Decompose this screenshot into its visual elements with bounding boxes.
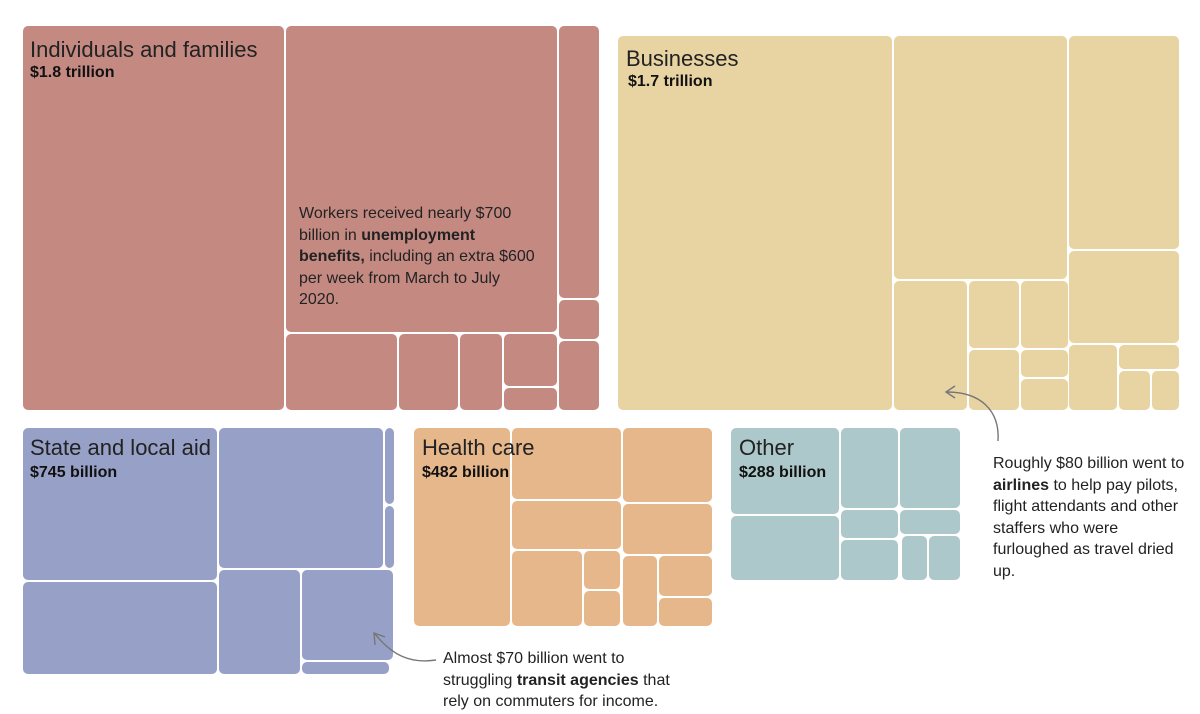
arrow-airlines bbox=[946, 391, 999, 442]
tile-health-care-9 bbox=[623, 556, 657, 626]
tile-businesses-10 bbox=[1021, 379, 1068, 410]
tile-state-local-2 bbox=[219, 428, 383, 568]
group-title-individuals: Individuals and families bbox=[30, 37, 258, 62]
arrow-airlines-head bbox=[944, 385, 956, 399]
tile-businesses-2 bbox=[894, 36, 1067, 279]
group-title-businesses: Businesses bbox=[626, 46, 739, 71]
tile-health-care-4 bbox=[512, 501, 621, 549]
tile-other-3 bbox=[900, 428, 960, 508]
tile-businesses-12 bbox=[1119, 345, 1179, 369]
tile-other-9 bbox=[929, 536, 960, 580]
tile-businesses-6 bbox=[969, 281, 1019, 348]
annotation-unemployment-before: Workers received nearly $700 billion in bbox=[299, 205, 512, 244]
annotation-transit: Almost $70 billion went to struggling tr… bbox=[443, 648, 693, 713]
group-title-health-care: Health care bbox=[422, 435, 535, 460]
tile-health-care-6 bbox=[512, 551, 582, 626]
tile-health-care-7 bbox=[584, 551, 620, 589]
tile-other-4 bbox=[731, 516, 839, 580]
tile-health-care-3 bbox=[623, 428, 712, 502]
tile-businesses-4 bbox=[1069, 251, 1179, 343]
arrow-transit bbox=[374, 633, 437, 662]
tile-businesses-11 bbox=[1069, 345, 1117, 410]
tile-state-local-8 bbox=[302, 662, 389, 674]
tile-health-care-1 bbox=[414, 428, 510, 626]
annotation-transit-bold: transit agencies bbox=[516, 671, 639, 689]
tile-individuals-8 bbox=[460, 334, 502, 410]
tile-individuals-7 bbox=[399, 334, 458, 410]
tile-other-2 bbox=[841, 428, 898, 508]
tile-businesses-14 bbox=[1152, 371, 1179, 410]
group-amount-other: $288 billion bbox=[739, 464, 827, 481]
tile-state-local-6 bbox=[219, 570, 300, 674]
tile-other-6 bbox=[900, 510, 960, 534]
tile-state-local-5 bbox=[23, 582, 217, 674]
tile-individuals-3 bbox=[559, 26, 599, 298]
annotation-unemployment: Workers received nearly $700 billion in … bbox=[299, 203, 539, 311]
tile-health-care-10 bbox=[659, 556, 712, 596]
tile-businesses-7 bbox=[1021, 281, 1068, 348]
tile-state-local-1 bbox=[23, 428, 217, 580]
group-title-other: Other bbox=[739, 435, 795, 460]
tile-individuals-4 bbox=[559, 300, 599, 339]
tile-individuals-9 bbox=[504, 334, 557, 386]
group-amount-businesses: $1.7 trillion bbox=[628, 73, 713, 90]
tile-state-local-7 bbox=[302, 570, 393, 660]
tile-businesses-8 bbox=[969, 350, 1019, 410]
tile-individuals-1 bbox=[23, 26, 284, 410]
tile-health-care-2 bbox=[512, 428, 621, 499]
annotation-airlines: Roughly $80 billion went to airlines to … bbox=[993, 453, 1185, 582]
tile-health-care-11 bbox=[659, 598, 712, 626]
tile-health-care-8 bbox=[584, 591, 620, 626]
group-amount-health-care: $482 billion bbox=[422, 464, 510, 481]
tile-health-care-5 bbox=[623, 504, 712, 554]
group-title-state-local: State and local aid bbox=[30, 435, 212, 460]
tile-individuals-10 bbox=[504, 388, 557, 410]
annotation-transit-before: Almost $70 billion went to struggling bbox=[443, 650, 625, 689]
tile-individuals-2 bbox=[286, 26, 557, 332]
annotation-airlines-before: Roughly $80 billion went to bbox=[993, 455, 1185, 472]
annotation-airlines-bold: airlines bbox=[993, 476, 1050, 494]
tile-businesses-5 bbox=[894, 281, 967, 410]
annotation-transit-after: that rely on commuters for income. bbox=[443, 671, 670, 711]
tile-state-local-4 bbox=[385, 506, 394, 568]
tile-state-local-3 bbox=[385, 428, 394, 504]
tile-businesses-3 bbox=[1069, 36, 1179, 249]
tile-businesses-9 bbox=[1021, 350, 1068, 377]
tile-individuals-6 bbox=[286, 334, 397, 410]
tile-other-8 bbox=[902, 536, 927, 580]
annotation-unemployment-bold: unemployment benefits, bbox=[299, 226, 476, 266]
tile-other-1 bbox=[731, 428, 839, 514]
tile-other-7 bbox=[841, 540, 898, 580]
group-amount-state-local: $745 billion bbox=[30, 464, 118, 481]
annotation-unemployment-after: including an extra $600 per week from Ma… bbox=[299, 248, 535, 308]
arrow-transit-head bbox=[373, 631, 386, 646]
tile-other-5 bbox=[841, 510, 898, 538]
tile-individuals-5 bbox=[559, 341, 599, 410]
tile-businesses-13 bbox=[1119, 371, 1150, 410]
group-amount-individuals: $1.8 trillion bbox=[30, 64, 115, 81]
annotation-airlines-after: to help pay pilots, flight attendants an… bbox=[993, 476, 1179, 580]
tile-businesses-1 bbox=[618, 36, 892, 410]
